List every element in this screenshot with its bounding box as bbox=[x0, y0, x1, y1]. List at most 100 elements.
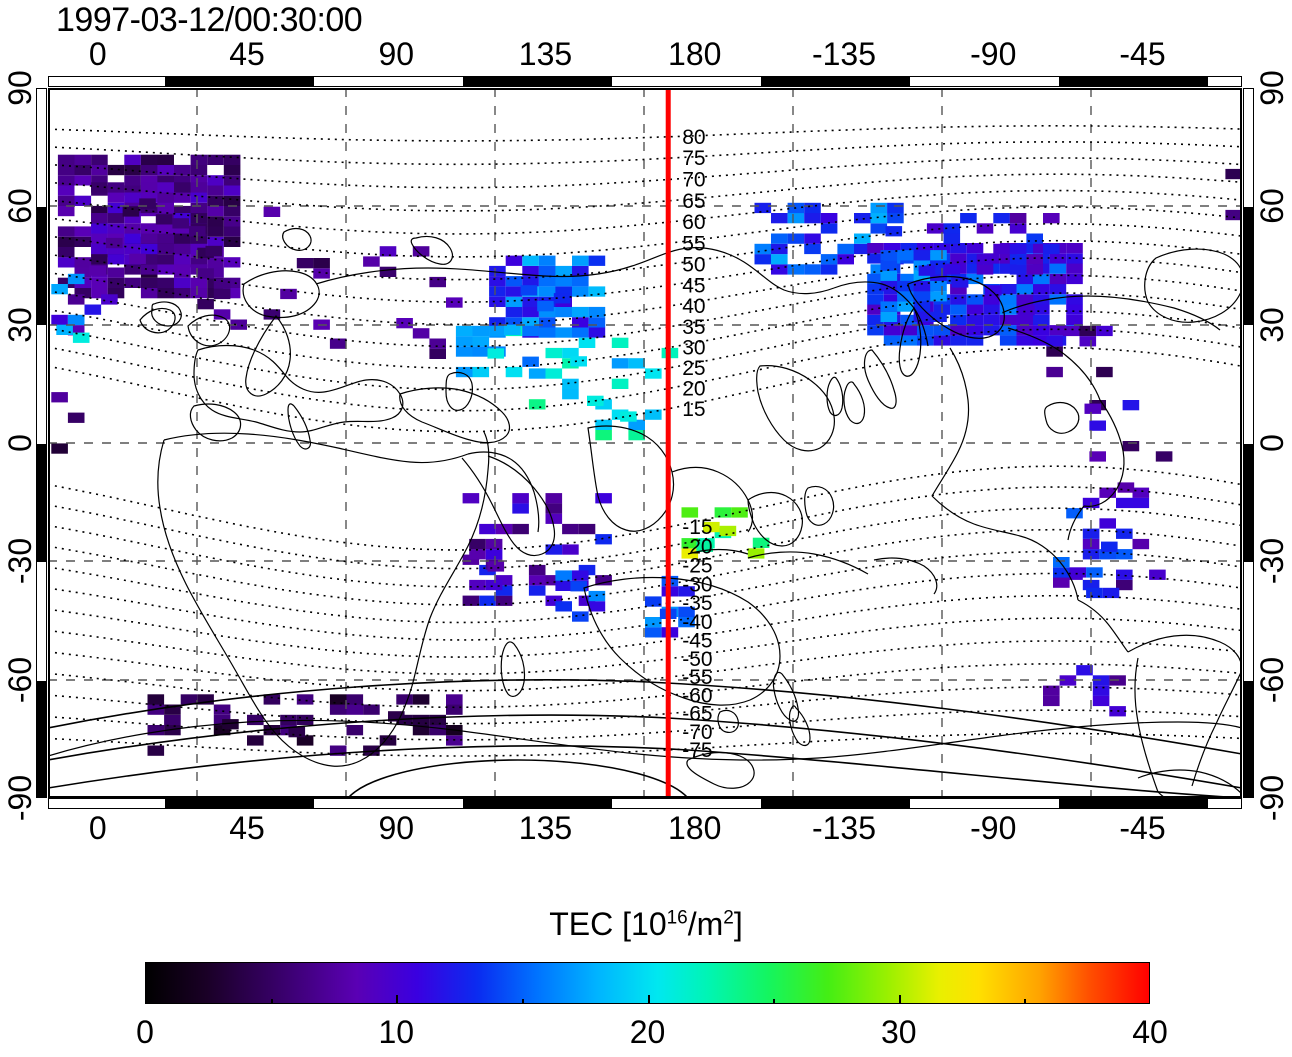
tec-cell bbox=[446, 297, 463, 307]
tec-cell bbox=[469, 539, 486, 549]
tec-cell bbox=[546, 514, 563, 524]
tec-cell bbox=[429, 349, 446, 359]
tec-cell bbox=[1096, 326, 1113, 336]
tec-cell bbox=[224, 155, 241, 165]
tec-cell bbox=[529, 399, 546, 409]
tec-cell bbox=[1010, 244, 1027, 254]
tec-cell bbox=[539, 286, 556, 296]
tec-cell bbox=[207, 226, 224, 236]
tec-cell bbox=[429, 725, 446, 735]
tec-cell bbox=[506, 276, 523, 286]
tec-cell bbox=[191, 193, 208, 203]
tec-cell bbox=[993, 213, 1010, 223]
tec-cell bbox=[579, 338, 596, 348]
y-tick-label-right: -60 bbox=[1256, 657, 1288, 703]
tec-cell bbox=[1050, 284, 1067, 294]
tec-cell bbox=[58, 155, 75, 165]
tec-cell bbox=[174, 264, 191, 274]
tec-cell bbox=[58, 175, 75, 185]
tec-cell bbox=[1123, 400, 1140, 410]
tec-cell bbox=[75, 196, 92, 206]
tec-cell bbox=[463, 493, 480, 503]
tec-cell bbox=[589, 256, 606, 266]
y-tick-label-right: 0 bbox=[1256, 434, 1288, 452]
magnetic-latitude-label: 60 bbox=[682, 211, 705, 234]
tec-cell bbox=[148, 694, 165, 704]
tec-cell bbox=[124, 175, 141, 185]
tec-cell bbox=[191, 165, 208, 175]
tec-cell bbox=[967, 305, 984, 315]
tec-cell bbox=[141, 288, 158, 298]
tec-cell bbox=[1000, 284, 1017, 294]
tec-cell bbox=[884, 325, 901, 335]
x-tick-label-bottom: -45 bbox=[1119, 812, 1165, 844]
tec-cell bbox=[871, 223, 888, 233]
tec-cell bbox=[1089, 451, 1106, 461]
magnetic-latitude-label: 35 bbox=[682, 316, 705, 339]
tec-cell bbox=[297, 258, 314, 268]
tec-cell bbox=[555, 570, 572, 580]
tec-cell bbox=[967, 243, 984, 253]
tec-cell bbox=[927, 223, 944, 233]
tec-cell bbox=[1089, 421, 1106, 431]
tec-cell bbox=[224, 185, 241, 195]
tec-cell bbox=[191, 278, 208, 288]
tec-cell bbox=[506, 286, 523, 296]
map-plot-area[interactable]: 8075706560555045403530252015-15-20-25-30… bbox=[48, 88, 1242, 798]
tec-cell bbox=[539, 317, 556, 327]
tec-cell bbox=[264, 694, 281, 704]
tec-cell bbox=[572, 317, 589, 327]
tec-cell bbox=[58, 185, 75, 195]
tec-cell bbox=[950, 315, 967, 325]
tec-cell bbox=[174, 288, 191, 298]
tec-cell bbox=[950, 305, 967, 315]
tec-cell bbox=[914, 291, 931, 301]
map-canvas: 8075706560555045403530252015-15-20-25-30… bbox=[48, 88, 1242, 798]
tec-cell bbox=[473, 367, 490, 377]
tec-cell bbox=[715, 507, 732, 517]
tec-cell bbox=[363, 256, 380, 266]
tec-cell bbox=[446, 705, 463, 715]
tec-cell bbox=[562, 389, 579, 399]
tec-cell bbox=[429, 339, 446, 349]
tec-cell bbox=[821, 213, 838, 223]
tec-cell bbox=[837, 254, 854, 264]
tec-cell bbox=[562, 379, 579, 389]
tec-cell bbox=[977, 254, 994, 264]
colorbar[interactable] bbox=[145, 962, 1150, 1004]
colorbar-tick-label: 20 bbox=[630, 1014, 666, 1051]
tec-cell bbox=[983, 294, 1000, 304]
tec-cell bbox=[91, 165, 108, 175]
tec-cell bbox=[1083, 529, 1100, 539]
magnetic-contours-solid bbox=[48, 680, 1242, 798]
tec-cell bbox=[139, 198, 156, 208]
x-tick-label-top: 180 bbox=[668, 38, 721, 70]
tec-cell bbox=[755, 254, 772, 264]
tec-cell bbox=[977, 264, 994, 274]
y-tick-label-left: 90 bbox=[4, 70, 36, 106]
tec-cell bbox=[522, 307, 539, 317]
tec-cell bbox=[881, 301, 898, 311]
tec-cell bbox=[486, 549, 503, 559]
tec-cell bbox=[595, 534, 612, 544]
y-tick-label-right: -90 bbox=[1256, 775, 1288, 821]
tec-cell bbox=[396, 694, 413, 704]
tec-cell bbox=[1043, 696, 1060, 706]
magnetic-latitude-label: 40 bbox=[682, 295, 705, 318]
tec-cell bbox=[247, 735, 264, 745]
tec-cell bbox=[51, 315, 68, 325]
tec-cell bbox=[413, 694, 430, 704]
tec-cell bbox=[191, 213, 208, 223]
magnetic-latitude-label: 55 bbox=[682, 232, 705, 255]
tec-cell bbox=[141, 182, 158, 192]
tec-cell bbox=[546, 348, 563, 358]
tec-cell bbox=[141, 264, 158, 274]
tec-cell bbox=[174, 244, 191, 254]
x-tick-label-top: -45 bbox=[1119, 38, 1165, 70]
tec-cell bbox=[479, 524, 496, 534]
tec-cell bbox=[1000, 315, 1017, 325]
tec-cell bbox=[85, 305, 102, 315]
tec-cell bbox=[983, 315, 1000, 325]
tec-cell bbox=[380, 267, 397, 277]
tec-cell bbox=[595, 430, 612, 440]
